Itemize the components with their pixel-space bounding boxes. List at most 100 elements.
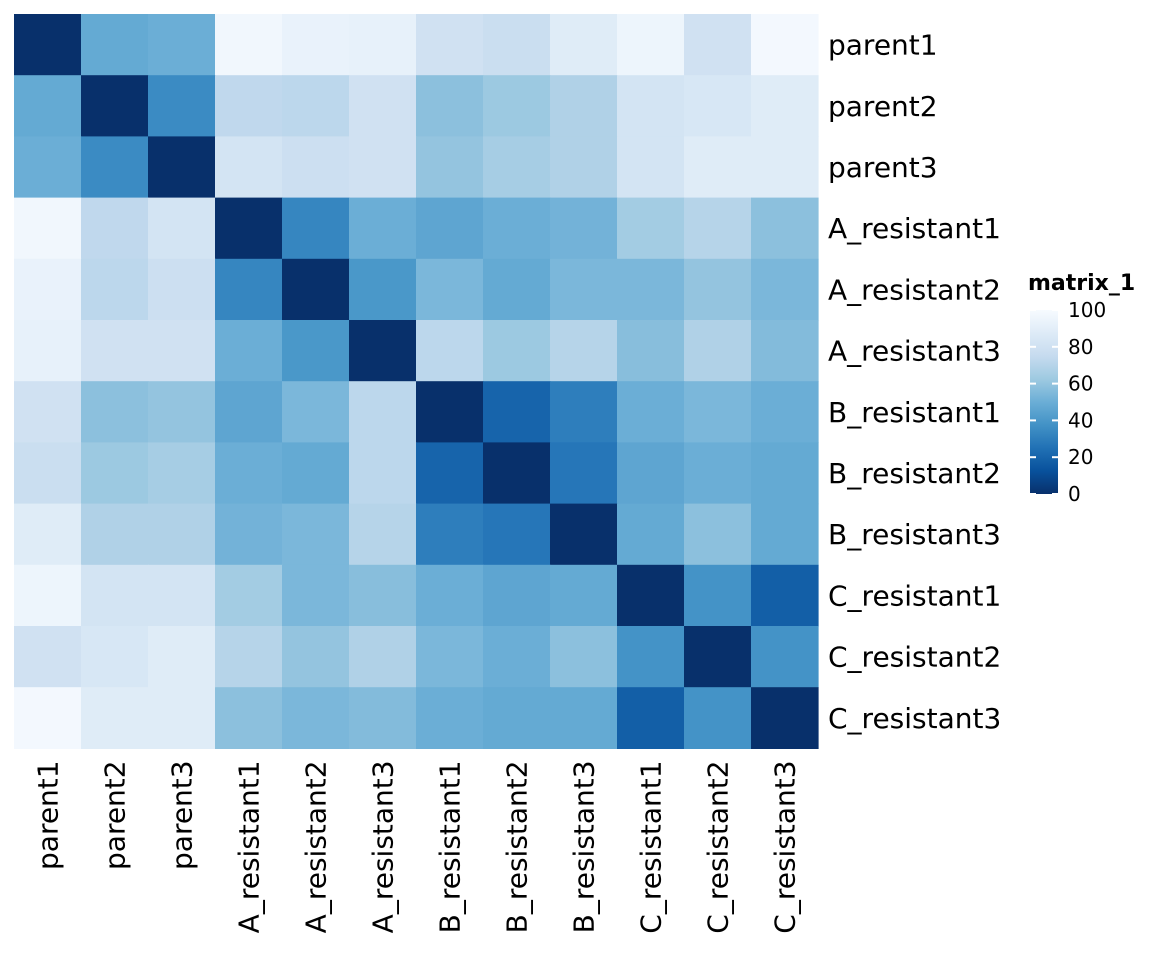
column-label-parent2: parent2	[99, 760, 132, 870]
heatmap-cell-B_resistant1-B_resistant2	[483, 381, 551, 443]
heatmap-cell-A_resistant1-A_resistant2	[282, 197, 350, 260]
row-label-C_resistant1: C_resistant1	[828, 579, 1001, 612]
column-label-parent1: parent1	[32, 760, 65, 870]
heatmap-cell-parent3-A_resistant1	[215, 136, 283, 199]
heatmap-cell-C_resistant1-C_resistant1	[617, 564, 685, 627]
heatmap-cell-C_resistant2-A_resistant1	[215, 626, 283, 688]
heatmap-cell-C_resistant3-parent1	[14, 687, 82, 749]
heatmap-cell-B_resistant2-parent1	[14, 442, 82, 505]
heatmap-cell-parent2-B_resistant3	[550, 75, 618, 137]
legend-tick-label-60: 60	[1068, 372, 1093, 396]
heatmap-cell-B_resistant1-parent2	[81, 381, 149, 443]
heatmap-cell-A_resistant1-parent2	[81, 197, 149, 260]
heatmap-cell-A_resistant1-A_resistant1	[215, 197, 283, 260]
heatmap-cell-C_resistant2-parent3	[148, 626, 216, 688]
heatmap-cell-C_resistant1-B_resistant3	[550, 564, 618, 627]
heatmap-cell-parent3-parent3	[148, 136, 216, 199]
heatmap-cell-B_resistant3-C_resistant1	[617, 503, 685, 566]
heatmap-cell-A_resistant1-parent3	[148, 197, 216, 260]
heatmap-cell-C_resistant1-C_resistant2	[684, 564, 752, 627]
legend-tick-label-0: 0	[1068, 482, 1081, 506]
row-label-parent3: parent3	[828, 151, 938, 184]
heatmap-cell-B_resistant1-B_resistant3	[550, 381, 618, 443]
heatmap-cell-B_resistant2-C_resistant3	[751, 442, 819, 505]
heatmap-cell-parent2-parent2	[81, 75, 149, 137]
heatmap-cell-parent1-B_resistant2	[483, 14, 551, 76]
heatmap-cell-A_resistant3-parent3	[148, 320, 216, 382]
legend-title: matrix_1	[1028, 271, 1135, 296]
heatmap-cell-parent1-B_resistant3	[550, 14, 618, 76]
heatmap-cell-C_resistant1-A_resistant1	[215, 564, 283, 627]
heatmap-cell-C_resistant3-parent2	[81, 687, 149, 749]
heatmap-cell-parent1-A_resistant2	[282, 14, 350, 76]
column-label-C_resistant1: C_resistant1	[635, 760, 668, 933]
heatmap-cell-B_resistant2-B_resistant1	[416, 442, 484, 505]
heatmap-cell-B_resistant2-A_resistant1	[215, 442, 283, 505]
heatmap-cell-A_resistant2-A_resistant3	[349, 258, 417, 321]
heatmap-cell-B_resistant1-A_resistant3	[349, 381, 417, 443]
heatmap-cell-C_resistant3-C_resistant1	[617, 687, 685, 749]
heatmap-cell-C_resistant2-B_resistant1	[416, 626, 484, 688]
heatmap-cell-parent3-B_resistant1	[416, 136, 484, 199]
heatmap-cell-parent1-A_resistant3	[349, 14, 417, 76]
heatmap-cell-B_resistant3-B_resistant1	[416, 503, 484, 566]
heatmap-cell-B_resistant3-C_resistant2	[684, 503, 752, 566]
heatmap-cell-C_resistant2-A_resistant3	[349, 626, 417, 688]
heatmap-cell-A_resistant2-A_resistant2	[282, 258, 350, 321]
heatmap-cell-parent2-C_resistant2	[684, 75, 752, 137]
heatmap-cell-A_resistant1-C_resistant1	[617, 197, 685, 260]
heatmap-cell-A_resistant2-C_resistant3	[751, 258, 819, 321]
heatmap-cell-B_resistant2-parent2	[81, 442, 149, 505]
heatmap-cell-parent2-C_resistant1	[617, 75, 685, 137]
heatmap-cell-parent3-A_resistant3	[349, 136, 417, 199]
row-label-B_resistant2: B_resistant2	[828, 457, 1001, 490]
column-label-parent3: parent3	[166, 760, 199, 870]
heatmap-cell-B_resistant1-A_resistant1	[215, 381, 283, 443]
legend-tick-label-20: 20	[1068, 445, 1093, 469]
heatmap-cell-parent1-B_resistant1	[416, 14, 484, 76]
heatmap-cell-B_resistant2-C_resistant1	[617, 442, 685, 505]
heatmap-cell-B_resistant3-C_resistant3	[751, 503, 819, 566]
heatmap-cell-A_resistant3-C_resistant1	[617, 320, 685, 382]
heatmap-cell-C_resistant1-B_resistant2	[483, 564, 551, 627]
heatmap-cell-parent3-B_resistant2	[483, 136, 551, 199]
row-label-B_resistant3: B_resistant3	[828, 518, 1001, 551]
heatmap-cell-parent2-A_resistant3	[349, 75, 417, 137]
heatmap-cell-parent2-parent1	[14, 75, 82, 137]
column-labels: parent1 parent2 parent3 A_resistant1 A_resis…	[32, 760, 802, 933]
heatmap-cell-A_resistant2-A_resistant1	[215, 258, 283, 321]
row-label-A_resistant2: A_resistant2	[828, 273, 1001, 306]
heatmap-cell-A_resistant3-C_resistant2	[684, 320, 752, 382]
heatmap-cell-A_resistant2-B_resistant3	[550, 258, 618, 321]
legend-tick-label-100: 100	[1068, 298, 1106, 322]
heatmap-cell-parent1-C_resistant2	[684, 14, 752, 76]
heatmap-cell-parent1-parent1	[14, 14, 82, 76]
heatmap-cell-A_resistant3-parent1	[14, 320, 82, 382]
heatmap-cell-A_resistant2-parent1	[14, 258, 82, 321]
heatmap-cell-parent3-C_resistant3	[751, 136, 819, 199]
heatmap-cell-B_resistant1-A_resistant2	[282, 381, 350, 443]
heatmap-cell-parent3-C_resistant2	[684, 136, 752, 199]
heatmap-cell-C_resistant2-C_resistant2	[684, 626, 752, 688]
heatmap-cell-parent2-parent3	[148, 75, 216, 137]
heatmap-cell-C_resistant2-C_resistant3	[751, 626, 819, 688]
row-labels: parent1 parent2 parent3 A_resistant1 A_resis…	[828, 29, 1001, 735]
heatmap-cell-C_resistant3-B_resistant3	[550, 687, 618, 749]
heatmap-cell-A_resistant1-B_resistant2	[483, 197, 551, 260]
heatmap-cell-parent2-C_resistant3	[751, 75, 819, 137]
heatmap-cell-parent3-parent2	[81, 136, 149, 199]
heatmap-cell-A_resistant2-parent2	[81, 258, 149, 321]
heatmap-cell-C_resistant3-C_resistant2	[684, 687, 752, 749]
row-label-B_resistant1: B_resistant1	[828, 396, 1001, 429]
heatmap-cell-B_resistant3-parent2	[81, 503, 149, 566]
heatmap-cell-B_resistant2-C_resistant2	[684, 442, 752, 505]
row-label-parent2: parent2	[828, 90, 938, 123]
heatmap-cell-B_resistant2-A_resistant3	[349, 442, 417, 505]
heatmap-cells	[14, 14, 819, 749]
column-label-C_resistant3: C_resistant3	[769, 760, 802, 933]
heatmap-cell-A_resistant2-B_resistant1	[416, 258, 484, 321]
heatmap-cell-C_resistant1-parent2	[81, 564, 149, 627]
heatmap-cell-C_resistant2-parent1	[14, 626, 82, 688]
heatmap-cell-parent3-parent1	[14, 136, 82, 199]
